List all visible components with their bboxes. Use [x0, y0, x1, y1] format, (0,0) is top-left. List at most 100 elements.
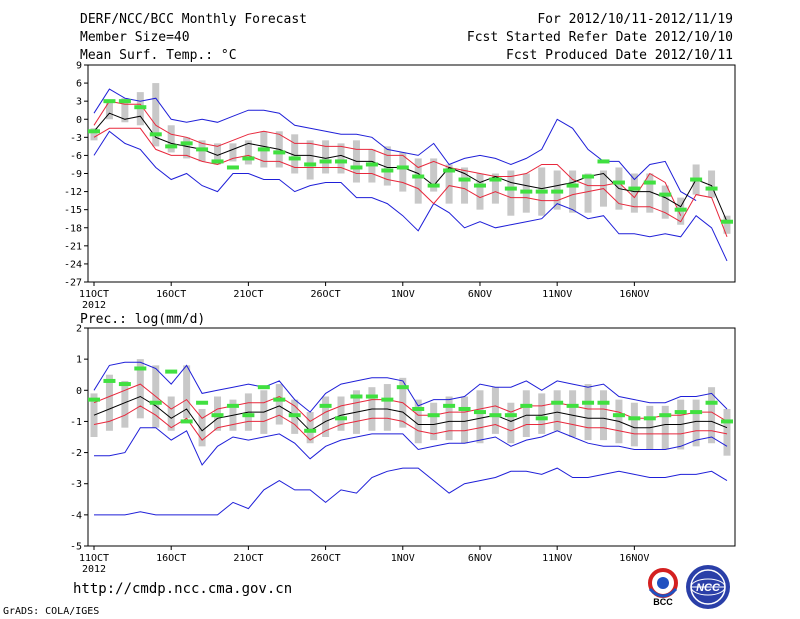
- ensemble-box: [476, 173, 484, 210]
- ensemble-box: [383, 384, 391, 431]
- ensemble-box: [461, 396, 469, 444]
- median-marker: [273, 150, 286, 155]
- y-tick-label: -5: [70, 542, 82, 553]
- x-tick-label: 16NOV: [619, 553, 649, 564]
- median-marker: [721, 219, 733, 224]
- y-tick-label: 9: [76, 61, 82, 72]
- median-marker: [196, 147, 209, 152]
- ensemble-box: [522, 390, 530, 437]
- median-marker: [473, 410, 486, 415]
- ensemble-box: [291, 134, 299, 174]
- ensemble-box: [306, 412, 314, 444]
- y-tick-label: -2: [70, 448, 82, 459]
- chart-title: DERF/NCC/BCC Monthly Forecast: [80, 12, 307, 27]
- median-marker: [412, 174, 425, 179]
- y-tick-label: -4: [70, 510, 82, 521]
- x-tick-label: 11NOV: [542, 553, 572, 564]
- median-marker: [535, 416, 548, 421]
- ensemble-box: [661, 405, 669, 450]
- x-tick-label: 26OCT: [311, 553, 341, 564]
- median-marker: [659, 413, 672, 418]
- median-marker: [612, 413, 625, 418]
- x-tick-label: 21OCT: [233, 289, 263, 300]
- median-marker: [319, 403, 332, 408]
- ensemble-box: [491, 173, 499, 204]
- x-tick-label: 11OCT: [79, 553, 109, 564]
- precip-label: Prec.: log(mm/d): [80, 312, 206, 327]
- median-marker: [226, 165, 239, 170]
- series-lower-line: [93, 405, 728, 441]
- y-tick-label: -3: [70, 479, 82, 490]
- median-marker: [612, 180, 625, 185]
- ensemble-box: [723, 408, 731, 456]
- ensemble-box: [244, 140, 252, 165]
- ensemble-box: [414, 158, 422, 204]
- x-tick-label: 16OCT: [156, 553, 186, 564]
- ensemble-box: [569, 390, 577, 437]
- median-marker: [396, 165, 409, 170]
- median-marker: [535, 189, 548, 194]
- median-marker: [211, 159, 224, 164]
- ensemble-box: [584, 384, 592, 441]
- ensemble-box: [152, 83, 160, 147]
- median-marker: [489, 177, 502, 182]
- series-max-line: [93, 361, 728, 413]
- median-marker: [381, 168, 394, 173]
- median-marker: [288, 413, 301, 418]
- median-marker: [381, 397, 394, 402]
- ncc-logo-text: NCC: [696, 582, 721, 594]
- median-marker: [597, 159, 610, 164]
- ensemble-box: [445, 164, 453, 204]
- ensemble-box: [661, 185, 669, 219]
- median-marker: [180, 141, 193, 146]
- y-tick-label: 0: [76, 386, 82, 397]
- ensemble-box: [183, 365, 191, 419]
- ensemble-box: [337, 396, 345, 431]
- y-tick-label: -6: [70, 151, 82, 162]
- x-tick-label: 6NOV: [468, 289, 492, 300]
- median-marker: [659, 192, 672, 197]
- median-marker: [458, 406, 471, 411]
- median-marker: [690, 177, 703, 182]
- median-marker: [582, 400, 595, 405]
- ensemble-box: [430, 402, 438, 441]
- source-url[interactable]: http://cmdp.ncc.cma.gov.cn: [73, 581, 293, 597]
- median-marker: [257, 147, 270, 152]
- ensemble-box: [630, 173, 638, 213]
- ensemble-box: [692, 399, 700, 447]
- y-tick-label: 0: [76, 115, 82, 126]
- y-tick-label: -3: [70, 133, 82, 144]
- x-tick-label: 11NOV: [542, 289, 572, 300]
- median-marker: [566, 183, 579, 188]
- median-marker: [103, 99, 116, 104]
- median-marker: [551, 400, 564, 405]
- x-tick-label: 26OCT: [311, 289, 341, 300]
- median-marker: [520, 403, 533, 408]
- ensemble-box: [121, 380, 129, 428]
- ensemble-box: [461, 167, 469, 204]
- ensemble-box: [183, 137, 191, 159]
- y-tick-label: -15: [64, 205, 82, 216]
- median-marker: [180, 419, 193, 424]
- median-marker: [88, 397, 100, 402]
- ensemble-box: [708, 170, 716, 198]
- median-marker: [458, 177, 471, 182]
- series-min-line: [94, 427, 728, 466]
- ensemble-box: [430, 158, 438, 192]
- median-marker: [443, 168, 456, 173]
- y-tick-label: -21: [64, 241, 82, 252]
- ensemble-box: [105, 101, 113, 120]
- ensemble-box: [630, 402, 638, 447]
- x-tick-label: 1NOV: [391, 289, 415, 300]
- median-marker: [242, 156, 255, 161]
- median-marker: [288, 156, 301, 161]
- median-marker: [165, 369, 178, 374]
- ensemble-box: [507, 170, 515, 216]
- median-marker: [412, 406, 425, 411]
- plot-frame: [87, 64, 736, 283]
- median-marker: [721, 419, 733, 424]
- median-marker: [489, 413, 502, 418]
